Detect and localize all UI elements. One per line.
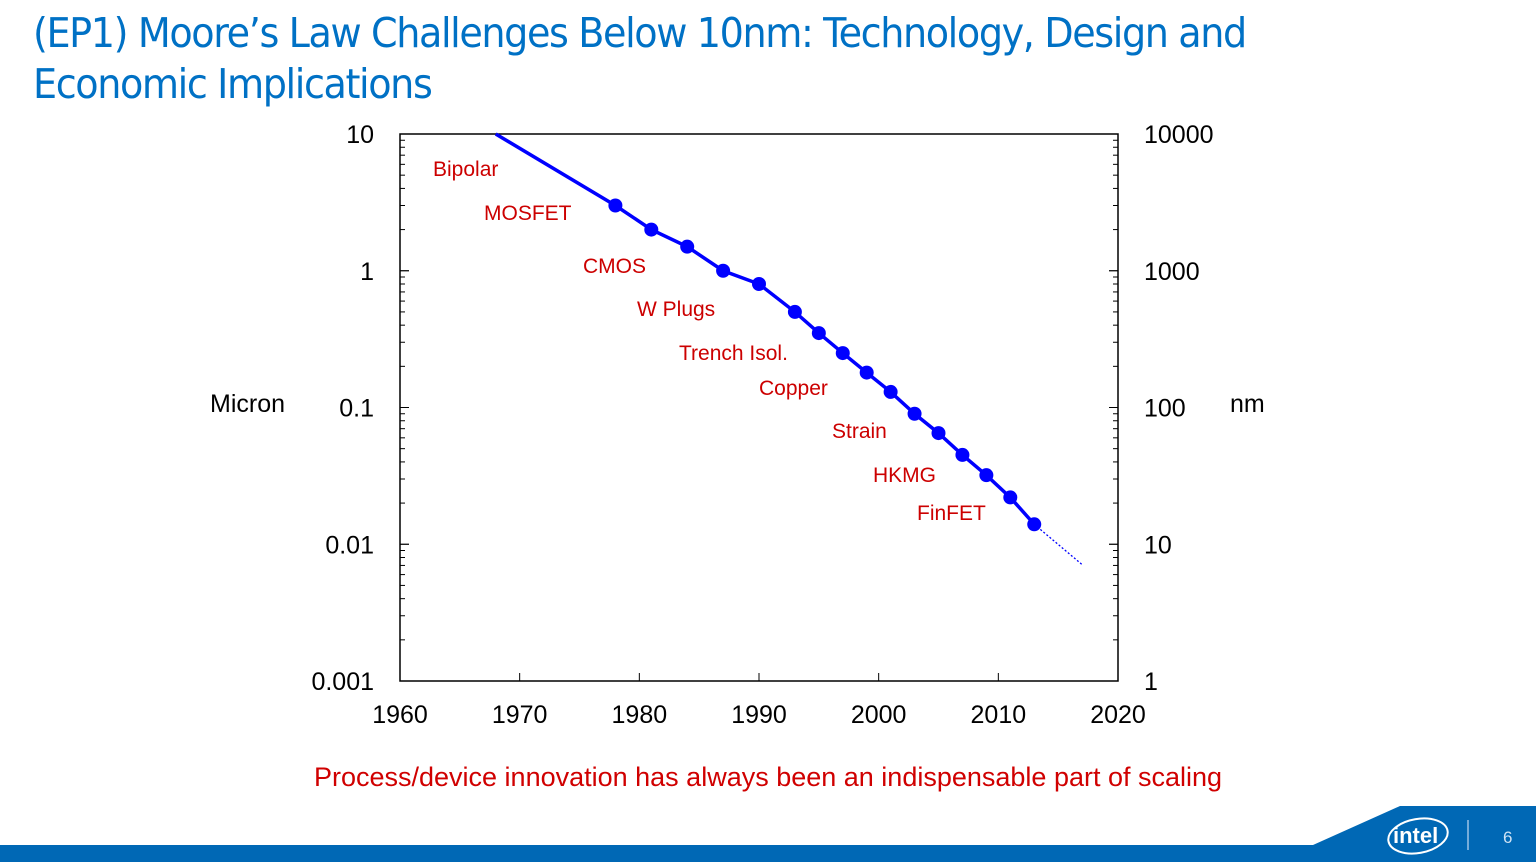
intel-logo: intel [1387,817,1449,855]
data-point [883,384,898,399]
y-tick-label-right: 100 [1144,395,1186,423]
annotation-label: W Plugs [637,298,715,321]
annotation-label: Copper [759,377,828,400]
data-point [955,447,970,462]
annotation-label: Trench Isol. [679,342,788,365]
data-point [680,239,695,254]
data-point [608,198,623,213]
x-tick-label: 1970 [492,701,548,729]
y-tick-label: 10 [346,121,374,149]
annotation-label: MOSFET [484,202,572,225]
y-tick-label-right: 10000 [1144,121,1214,149]
x-tick-label: 1990 [731,701,787,729]
data-point [1003,490,1018,505]
projection-line [1033,523,1083,566]
y-axis-right-label: nm [1230,390,1265,418]
caption: Process/device innovation has always bee… [313,762,1223,792]
annotation-label: FinFET [917,502,986,525]
y-tick-label-right: 1 [1144,668,1158,696]
data-point [979,468,994,483]
page-number: 6 [1503,828,1513,847]
y-axis-label: Micron [210,390,285,418]
x-tick-label: 2000 [851,701,907,729]
y-tick-label: 0.001 [311,668,374,696]
x-tick-label: 2010 [971,701,1027,729]
annotation-label: CMOS [583,255,646,278]
y-tick-label-right: 10 [1144,531,1172,559]
data-point [716,263,731,278]
x-tick-label: 1980 [612,701,668,729]
x-tick-label: 2020 [1090,701,1146,729]
y-tick-label-right: 1000 [1144,258,1200,286]
data-point [752,277,766,292]
annotation-label: Strain [832,420,887,443]
y-tick-label: 1 [360,258,374,286]
data-point [1027,517,1042,532]
data-point [811,326,826,341]
data-point [787,304,802,319]
data-point [835,346,850,361]
svg-text:intel: intel [1393,823,1438,848]
slide-title: (EP1) Moore’s Law Challenges Below 10nm:… [33,9,1247,108]
annotation-label: Bipolar [433,158,498,181]
y-tick-label: 0.01 [325,531,374,559]
data-point [931,426,946,441]
y-tick-label: 0.1 [339,395,374,423]
data-point [907,406,922,421]
data-point [859,365,874,380]
annotation-label: HKMG [873,464,936,487]
x-tick-label: 1960 [372,701,428,729]
data-point [644,222,659,237]
